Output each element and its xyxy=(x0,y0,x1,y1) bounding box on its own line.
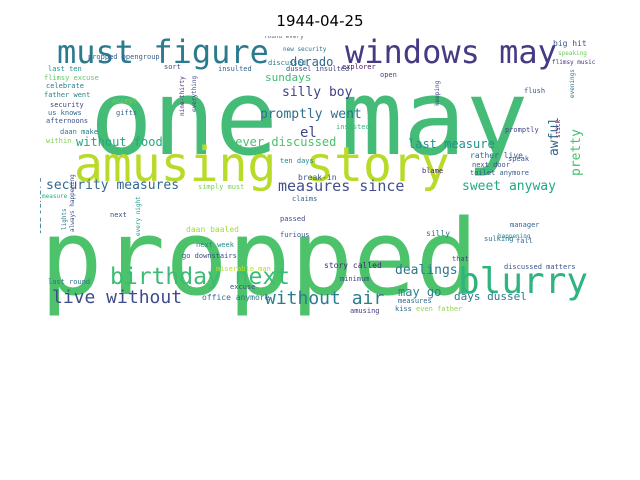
word: new security xyxy=(283,46,327,53)
word: rather live xyxy=(470,151,523,160)
word: manager xyxy=(510,221,540,229)
word: furious xyxy=(280,231,310,239)
word: next door xyxy=(472,161,510,169)
word: speaking xyxy=(558,50,587,57)
word: pretty xyxy=(569,129,584,176)
word: dorado xyxy=(290,55,334,69)
word: go downstairs xyxy=(182,252,237,260)
word: propped xyxy=(40,197,479,316)
word: keeping xyxy=(434,80,441,106)
word: measures xyxy=(398,297,432,305)
word: propped opengroup xyxy=(88,53,160,61)
word: within xyxy=(46,137,72,145)
word: sulking xyxy=(484,235,514,243)
word: windows may xyxy=(345,36,557,71)
word: without food xyxy=(76,135,163,149)
word: next xyxy=(110,211,127,219)
word: sweet anyway xyxy=(462,179,556,194)
word: round every xyxy=(264,36,304,40)
word: without air xyxy=(265,288,385,309)
word: sundays xyxy=(265,71,312,84)
word: father went xyxy=(44,91,91,99)
word-cloud: propped one may amusing story must figur… xyxy=(40,36,600,316)
word: security measures xyxy=(46,178,180,193)
word: every night xyxy=(135,196,142,236)
word: always happening xyxy=(69,174,76,232)
word: amusing story xyxy=(74,137,450,193)
word: afternoons xyxy=(46,117,89,125)
word: silly boy xyxy=(282,85,353,100)
word: dussel insulted xyxy=(286,65,350,73)
word: security xyxy=(50,101,84,109)
word: nine-thirty xyxy=(179,76,186,116)
word: promptly went xyxy=(260,107,362,122)
word: story called xyxy=(324,261,382,270)
word: sort xyxy=(164,63,181,71)
word: explorer xyxy=(342,63,376,71)
word: break-in xyxy=(298,173,337,182)
word: fall xyxy=(516,237,533,245)
word: happening xyxy=(498,233,531,240)
word: toilet anymore xyxy=(470,169,530,177)
word: evenings xyxy=(569,69,576,98)
word: discussed matters xyxy=(504,263,576,271)
word: dealings xyxy=(395,263,458,278)
word: silly xyxy=(426,229,451,238)
word: lights xyxy=(61,208,68,230)
word: gifts xyxy=(116,109,138,117)
word: amusing xyxy=(350,307,380,315)
word: speak xyxy=(508,155,530,163)
word: simply must xyxy=(198,183,245,191)
word: stick xyxy=(555,119,562,138)
word: everything xyxy=(191,75,198,112)
word: measures since xyxy=(278,177,405,195)
word: blame xyxy=(422,167,444,175)
word: daan baaled xyxy=(186,225,239,234)
word: listeners xyxy=(40,176,44,236)
word: excuse xyxy=(230,283,256,291)
word: one may xyxy=(90,57,529,179)
word: last ten xyxy=(48,65,82,73)
word: flimsy music xyxy=(552,59,596,66)
word: birthday next xyxy=(110,264,291,290)
word: ten days xyxy=(280,157,314,165)
word: insisted xyxy=(336,123,370,131)
word: minimum xyxy=(340,275,370,283)
word: kiss xyxy=(395,305,412,313)
word: passed xyxy=(280,215,306,223)
word: promptly xyxy=(505,126,539,134)
word: open xyxy=(380,71,397,79)
word: even father xyxy=(416,305,463,313)
word: miserable man xyxy=(216,265,271,273)
chart-title: 1944-04-25 xyxy=(276,12,364,30)
word: never discussed xyxy=(228,135,337,149)
word: claims xyxy=(292,195,318,203)
word: days dussel xyxy=(454,290,527,303)
word: insulted xyxy=(218,65,252,73)
word: measure xyxy=(42,193,68,200)
word: accept xyxy=(112,97,138,105)
word: may go xyxy=(398,285,442,299)
word: last round xyxy=(48,278,91,286)
word: daan make xyxy=(60,128,98,136)
word: big hit xyxy=(553,39,587,48)
word: that xyxy=(452,255,469,263)
word: last measure xyxy=(408,137,495,151)
word: el xyxy=(300,125,317,141)
word: blurry xyxy=(458,261,589,302)
word: live without xyxy=(52,287,183,308)
word: must figure xyxy=(57,36,269,71)
word: flush xyxy=(524,87,546,95)
word: office anymore xyxy=(202,293,270,302)
word: us knows xyxy=(48,109,82,117)
word: flimsy excuse xyxy=(44,74,99,82)
word: discussed xyxy=(268,59,306,67)
word: celebrate xyxy=(46,82,84,90)
word: next week xyxy=(196,241,234,249)
